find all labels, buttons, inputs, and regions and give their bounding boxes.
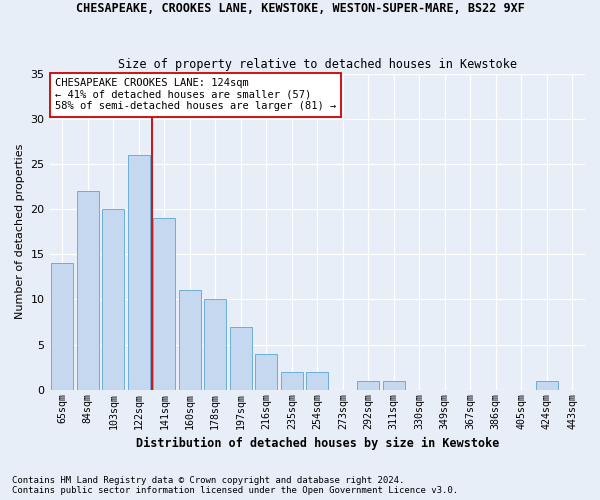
Bar (154, 218, 175, 390)
Bar (307, 372, 328, 390)
Bar (536, 381, 557, 390)
Bar (52, 264, 73, 390)
Bar (256, 354, 277, 390)
Text: CHESAPEAKE CROOKES LANE: 124sqm
← 41% of detached houses are smaller (57)
58% of: CHESAPEAKE CROOKES LANE: 124sqm ← 41% of… (55, 78, 336, 112)
Bar (205, 300, 226, 390)
Bar (179, 290, 200, 390)
Title: Size of property relative to detached houses in Kewstoke: Size of property relative to detached ho… (118, 58, 517, 71)
Bar (77, 191, 98, 390)
Bar (281, 372, 302, 390)
Bar (128, 155, 149, 390)
X-axis label: Distribution of detached houses by size in Kewstoke: Distribution of detached houses by size … (136, 437, 499, 450)
Y-axis label: Number of detached properties: Number of detached properties (15, 144, 25, 320)
Bar (358, 381, 379, 390)
Bar (103, 209, 124, 390)
Text: Contains HM Land Registry data © Crown copyright and database right 2024.
Contai: Contains HM Land Registry data © Crown c… (12, 476, 458, 495)
Bar (383, 381, 404, 390)
Text: CHESAPEAKE, CROOKES LANE, KEWSTOKE, WESTON-SUPER-MARE, BS22 9XF: CHESAPEAKE, CROOKES LANE, KEWSTOKE, WEST… (76, 2, 524, 16)
Bar (230, 326, 251, 390)
